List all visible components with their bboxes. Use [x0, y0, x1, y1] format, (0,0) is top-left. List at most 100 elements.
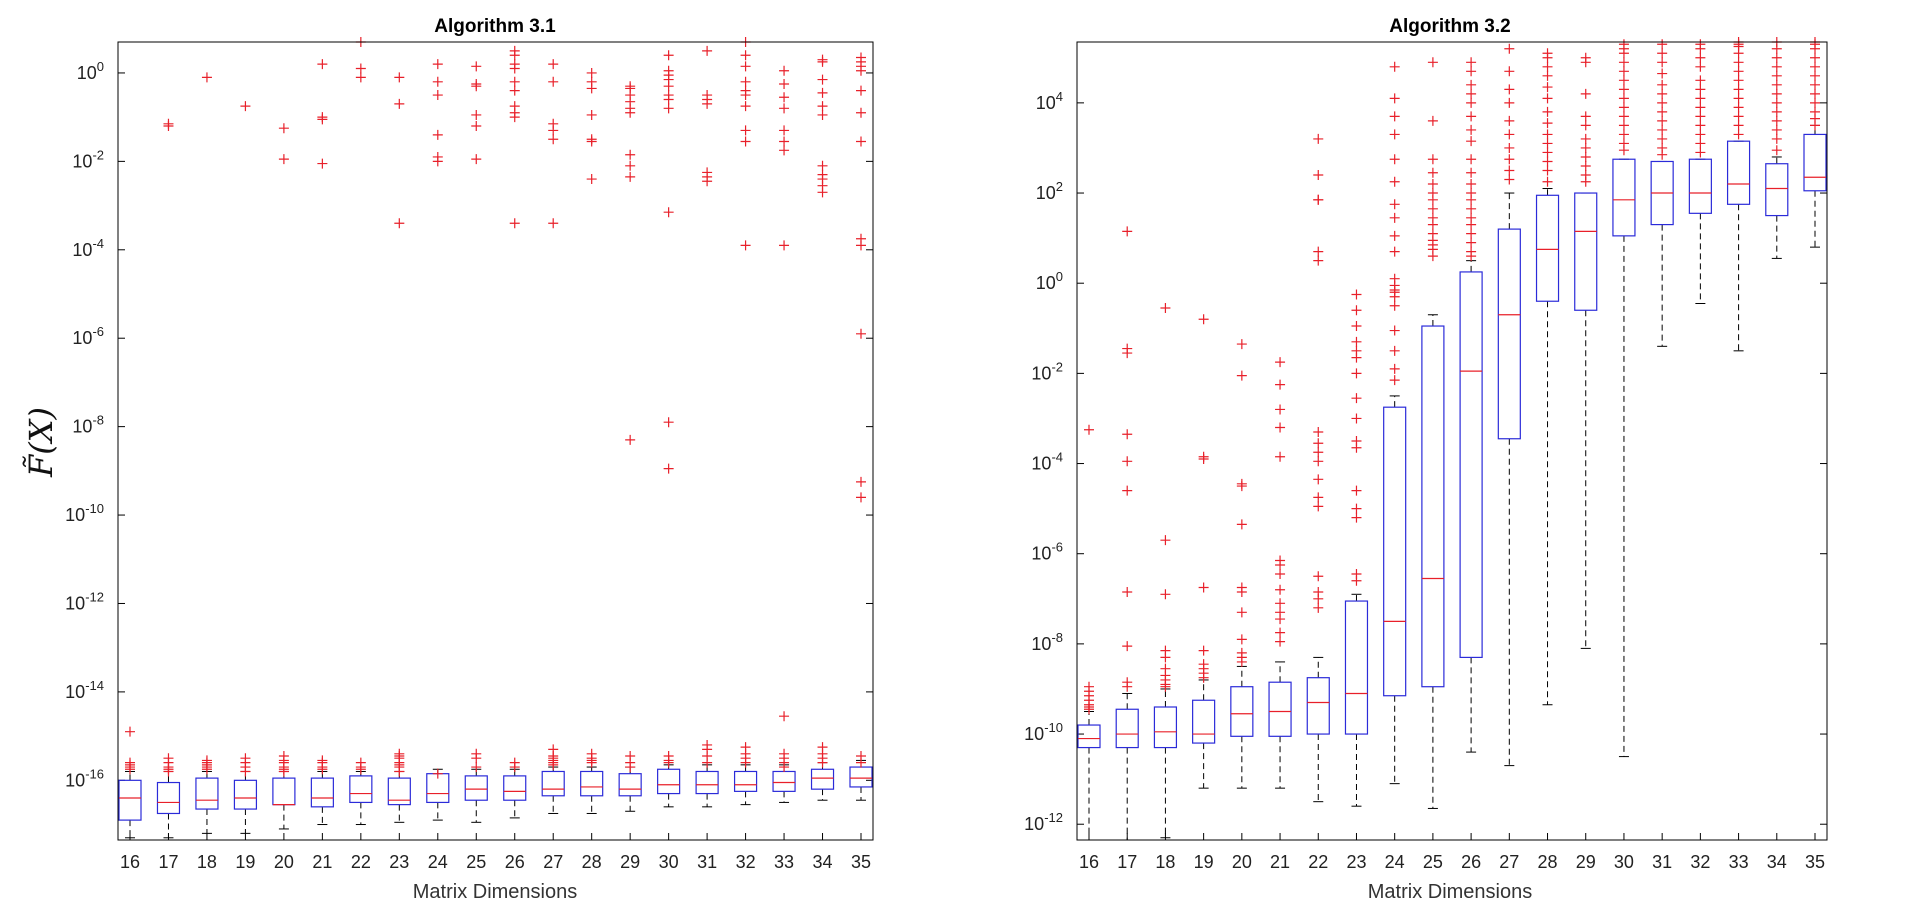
outlier-marker — [1389, 176, 1400, 187]
x-tick-label: 32 — [1690, 852, 1710, 872]
outlier-marker — [740, 136, 751, 147]
outlier-marker — [1466, 124, 1477, 135]
outlier-marker — [1389, 363, 1400, 374]
box-marks — [1077, 37, 1827, 841]
outlier-marker — [1542, 147, 1553, 158]
outlier-marker — [1657, 133, 1668, 144]
y-tick-label: 10-10 — [65, 501, 104, 525]
outlier-marker — [1236, 587, 1247, 598]
outlier-marker — [1351, 485, 1362, 496]
outlier-marker — [663, 94, 674, 105]
outlier-marker — [548, 218, 559, 229]
outlier-marker — [1771, 88, 1782, 99]
outlier-marker — [317, 764, 328, 775]
outlier-marker — [856, 136, 866, 147]
outlier-marker — [1580, 120, 1591, 131]
outlier-marker — [1466, 79, 1477, 90]
outlier-marker — [1351, 321, 1362, 332]
box-iqr — [118, 779, 142, 821]
outlier-marker — [1657, 79, 1668, 90]
outlier-marker — [1542, 118, 1553, 129]
x-tick-label: 33 — [1729, 852, 1749, 872]
outlier-marker — [1618, 48, 1629, 59]
outlier-marker — [1122, 429, 1133, 440]
outlier-marker — [509, 218, 520, 229]
outlier-marker — [1313, 426, 1324, 437]
outlier-marker — [663, 417, 674, 428]
outlier-marker — [625, 762, 636, 773]
outlier-marker — [740, 90, 751, 101]
outlier-marker — [1810, 43, 1820, 54]
outlier-marker — [1351, 503, 1362, 514]
outlier-marker — [1427, 167, 1438, 178]
outlier-marker — [1198, 645, 1209, 656]
box-iqr — [1612, 158, 1636, 237]
outlier-marker — [1389, 375, 1400, 386]
outlier-marker — [201, 72, 212, 83]
outlier-marker — [1427, 154, 1438, 165]
outlier-marker — [1236, 481, 1247, 492]
outlier-marker — [1657, 97, 1668, 108]
outlier-marker — [509, 85, 520, 96]
x-tick-label: 24 — [428, 852, 448, 872]
box-iqr — [618, 773, 642, 797]
outlier-marker — [779, 145, 790, 156]
x-tick-label: 23 — [1346, 852, 1366, 872]
outlier-marker — [740, 61, 751, 72]
outlier-marker — [702, 45, 713, 56]
x-tick-label: 17 — [158, 852, 178, 872]
outlier-marker — [1198, 314, 1209, 325]
y-tick-label: 10-2 — [1031, 359, 1063, 383]
outlier-marker — [779, 136, 790, 147]
outlier-marker — [125, 726, 135, 737]
outlier-marker — [1733, 75, 1744, 86]
outlier-marker — [1466, 167, 1477, 178]
outlier-marker — [1389, 345, 1400, 356]
outlier-marker — [1657, 48, 1668, 59]
outlier-marker — [394, 766, 405, 777]
outlier-marker — [1810, 70, 1820, 81]
outlier-marker — [1466, 194, 1477, 205]
outlier-marker — [663, 50, 674, 61]
outlier-marker — [548, 59, 559, 70]
y-tick-label: 102 — [1036, 179, 1063, 203]
x-tick-label: 31 — [697, 852, 717, 872]
outlier-marker — [1427, 219, 1438, 230]
outlier-marker — [1618, 129, 1629, 140]
outlier-marker — [740, 101, 751, 112]
box-iqr — [195, 777, 219, 810]
outlier-marker — [779, 240, 790, 251]
box-iqr — [387, 777, 411, 806]
x-tick-label: 22 — [351, 852, 371, 872]
outlier-marker — [1695, 138, 1706, 149]
outlier-marker — [163, 766, 174, 777]
box-iqr — [464, 775, 488, 801]
outlier-marker — [1275, 636, 1286, 647]
outlier-marker — [1351, 393, 1362, 404]
box-iqr — [1688, 158, 1712, 214]
outlier-marker — [1466, 97, 1477, 108]
outlier-marker — [740, 757, 751, 768]
outlier-marker — [1504, 66, 1515, 77]
outlier-marker — [1618, 84, 1629, 95]
box-iqr — [1421, 325, 1445, 688]
plot-algorithm-3-1: Algorithm 3.1 Matrix Dimensions F̃(X) 10… — [22, 16, 874, 903]
outlier-marker — [278, 123, 289, 134]
outlier-marker — [702, 176, 713, 187]
outlier-marker — [740, 76, 751, 87]
outlier-marker — [1313, 255, 1324, 266]
x-tick-label: 33 — [774, 852, 794, 872]
outlier-marker — [1733, 129, 1744, 140]
outlier-marker — [1427, 251, 1438, 262]
outlier-marker — [1389, 61, 1400, 72]
outlier-marker — [432, 76, 443, 87]
box-iqr — [1383, 406, 1407, 697]
outlier-marker — [1084, 704, 1094, 715]
outlier-marker — [1351, 289, 1362, 300]
box-iqr — [657, 768, 681, 795]
outlier-marker — [1542, 52, 1553, 63]
outlier-marker — [1733, 66, 1744, 77]
outlier-marker — [663, 207, 674, 218]
axis-ticks: 104 102 100 10-2 10-4 10-6 10-8 10-10 10-12 16 17 1… — [1024, 89, 1827, 872]
outlier-marker — [1580, 133, 1591, 144]
